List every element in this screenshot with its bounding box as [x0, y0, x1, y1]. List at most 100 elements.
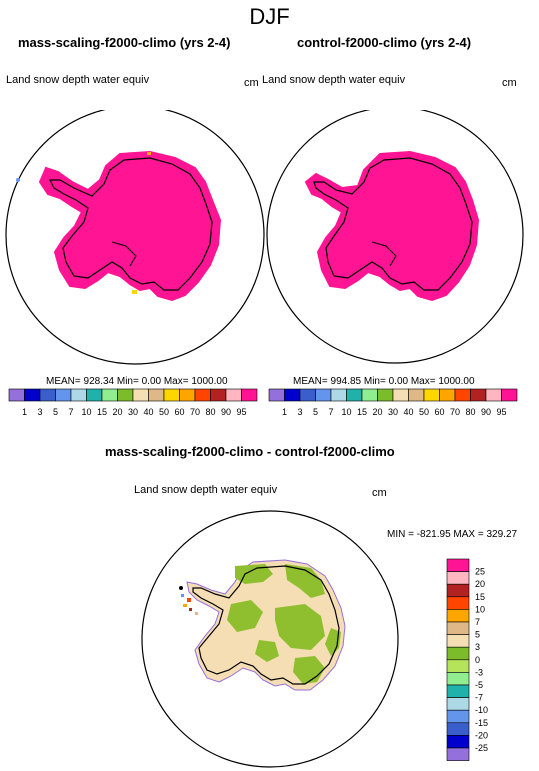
diff-coastline — [192, 565, 340, 685]
panel-2-colorbar-label: 30 — [388, 407, 398, 417]
diff-stats: MIN = -821.95 MAX = 329.27 — [387, 529, 518, 540]
panel-1-colorbar: 1 3 5 7 10 15 20 30 40 50 60 70 80 90 95 — [8, 388, 258, 417]
diff-colorbar-swatch — [446, 609, 470, 623]
panel-1-colorbar-label: 60 — [174, 407, 184, 417]
panel-1-colorbar-label: 80 — [205, 407, 215, 417]
panel-2-colorbar-label: 70 — [450, 407, 460, 417]
panel-1-colorbar-label: 20 — [112, 407, 122, 417]
diff-colorbar-swatch — [446, 722, 470, 736]
diff-colorbar-label: -3 — [475, 667, 483, 677]
panel-1-ice-shelf-line — [111, 241, 137, 267]
diff-units: cm — [372, 487, 387, 499]
panel-1-colorbar-label: 95 — [236, 407, 246, 417]
panel-1-units: cm — [244, 77, 259, 89]
panel-1-colorbar-label: 1 — [22, 407, 27, 417]
panel-1-map — [5, 110, 265, 365]
panel-1-colorbar-swatch — [39, 388, 56, 402]
diff-colorbar-swatch — [446, 709, 470, 724]
panel-1-colorbar-swatch — [179, 388, 196, 402]
panel-1-colorbar-swatch — [101, 388, 118, 402]
diff-colorbar-label: 3 — [475, 642, 480, 652]
panel-1-orange-patch — [147, 152, 151, 155]
diff-colorbar-label: -20 — [475, 730, 488, 740]
panel-1-colorbar-swatch — [148, 388, 165, 402]
panel-2-colorbar-swatch — [485, 388, 502, 402]
panel-1-colorbar-swatch — [55, 388, 72, 402]
panel-2-colorbar-label: 20 — [372, 407, 382, 417]
panel-2-colorbar-label: 80 — [465, 407, 475, 417]
diff-colorbar-swatch — [446, 621, 470, 635]
panel-1-colorbar-swatch — [8, 388, 25, 402]
panel-1-title: mass-scaling-f2000-climo (yrs 2-4) — [18, 35, 231, 50]
panel-2-coastline — [313, 157, 473, 291]
panel-1-yellow-patch — [132, 290, 137, 294]
diff-colorbar-label: 7 — [475, 617, 480, 627]
diff-colorbar-label: -15 — [475, 718, 488, 728]
diff-map — [141, 510, 399, 768]
panel-2-colorbar-swatch — [361, 388, 378, 402]
diff-colorbar-label: 15 — [475, 592, 485, 602]
diff-colorbar-swatch — [446, 558, 470, 572]
panel-1-stats: MEAN= 928.34 Min= 0.00 Max= 1000.00 — [46, 376, 228, 387]
diff-green-regions — [227, 564, 341, 684]
panel-2-colorbar-swatch — [423, 388, 440, 402]
panel-1-colorbar-label: 15 — [97, 407, 107, 417]
panel-1-colorbar-swatch — [24, 388, 41, 402]
diff-colorbar-swatch — [446, 571, 470, 585]
panel-1-colorbar-swatch — [241, 388, 258, 402]
panel-2-colorbar-label: 1 — [282, 407, 287, 417]
diff-colorbar-swatch — [446, 596, 470, 610]
diff-colorbar-swatch — [446, 583, 470, 598]
panel-2-colorbar-label: 90 — [481, 407, 491, 417]
diff-colorbar-label: 20 — [475, 579, 485, 589]
panel-2-colorbar-swatch — [408, 388, 425, 402]
panel-2-colorbar-swatch — [454, 388, 471, 402]
panel-2-colorbar-label: 60 — [434, 407, 444, 417]
panel-2-units: cm — [502, 77, 517, 89]
panel-2-colorbar-swatch — [377, 388, 394, 402]
panel-2-map — [266, 110, 524, 364]
diff-variable: Land snow depth water equiv — [134, 484, 278, 496]
diff-colorbar-swatch — [446, 646, 470, 661]
panel-1-colorbar-swatch — [210, 388, 227, 402]
diff-peninsula-anomalies — [181, 594, 198, 615]
diff-colorbar-swatch — [446, 659, 470, 673]
panel-2-colorbar-label: 40 — [403, 407, 413, 417]
panel-2-colorbar-label: 5 — [313, 407, 318, 417]
diff-colorbar-swatch — [446, 634, 470, 648]
panel-2-variable: Land snow depth water equiv — [262, 74, 406, 86]
panel-1-colorbar-swatch — [70, 388, 87, 402]
panel-1-colorbar-swatch — [163, 388, 180, 402]
diff-colorbar-label: -7 — [475, 693, 483, 703]
panel-2-colorbar-swatch — [315, 388, 332, 402]
diff-colorbar-label: 10 — [475, 604, 485, 614]
diff-colorbar-label: 5 — [475, 630, 480, 640]
panel-2-colorbar-swatch — [439, 388, 456, 402]
panel-1-colorbar-label: 10 — [81, 407, 91, 417]
diff-colorbar-swatch — [446, 697, 470, 711]
panel-1-colorbar-swatch — [225, 388, 242, 402]
panel-2-stats: MEAN= 994.85 Min= 0.00 Max= 1000.00 — [293, 376, 475, 387]
panel-1-colorbar-swatch — [86, 388, 103, 402]
panel-2-colorbar-swatch — [346, 388, 363, 402]
diff-colorbar-swatch — [446, 684, 470, 698]
panel-1-coastline — [49, 157, 213, 291]
panel-2-colorbar-swatch — [501, 388, 518, 402]
panel-2-antarctica-snow — [304, 150, 480, 302]
panel-1-colorbar-label: 90 — [221, 407, 231, 417]
panel-2-ice-shelf-line — [371, 241, 397, 267]
panel-1-colorbar-swatch — [117, 388, 134, 402]
diff-colorbar-label: 25 — [475, 567, 485, 577]
panel-1-island — [16, 178, 20, 182]
panel-2-colorbar-label: 10 — [341, 407, 351, 417]
diff-colorbar: 25 20 15 10 7 5 3 0 -3 -5 -7 -10 -15 -20 -25 — [446, 558, 488, 761]
panel-1-colorbar-label: 3 — [37, 407, 42, 417]
panel-1-colorbar-label: 7 — [68, 407, 73, 417]
panel-2-colorbar-label: 95 — [496, 407, 506, 417]
panel-1-colorbar-label: 5 — [53, 407, 58, 417]
panel-1-colorbar-label: 70 — [190, 407, 200, 417]
diff-colorbar-label: -25 — [475, 743, 488, 753]
diff-island — [179, 586, 183, 590]
panel-2-colorbar-label: 7 — [328, 407, 333, 417]
panel-1-colorbar-label: 50 — [159, 407, 169, 417]
